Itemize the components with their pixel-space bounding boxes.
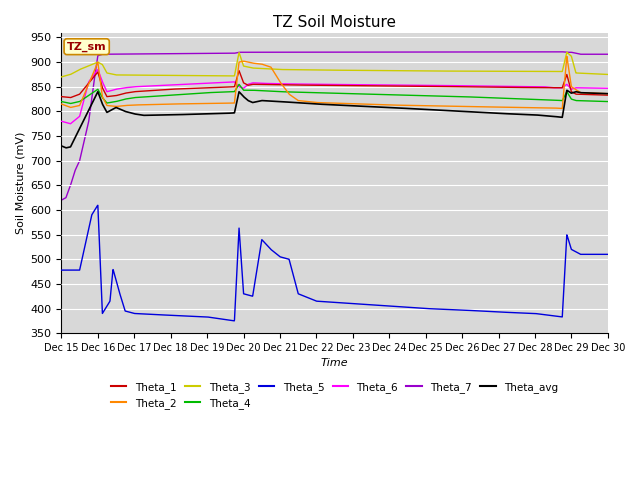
Legend: Theta_1, Theta_2, Theta_3, Theta_4, Theta_5, Theta_6, Theta_7, Theta_avg: Theta_1, Theta_2, Theta_3, Theta_4, Thet…	[107, 377, 563, 413]
X-axis label: Time: Time	[321, 359, 348, 369]
Y-axis label: Soil Moisture (mV): Soil Moisture (mV)	[15, 132, 25, 234]
Title: TZ Soil Moisture: TZ Soil Moisture	[273, 15, 396, 30]
Text: TZ_sm: TZ_sm	[67, 42, 106, 52]
